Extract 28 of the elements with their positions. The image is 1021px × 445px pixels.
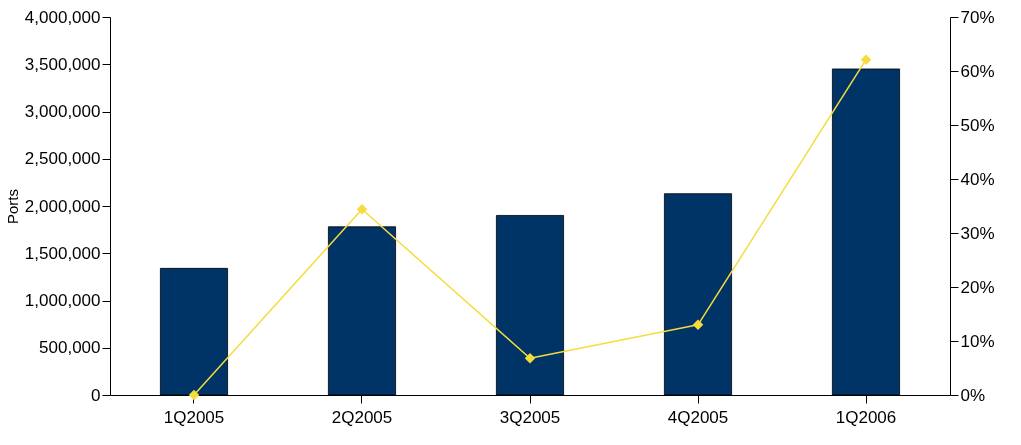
y2-tick-label: 30%	[960, 223, 995, 243]
y-tick-label: 3,000,000	[24, 102, 101, 121]
y-tick-label: 3,500,000	[24, 54, 101, 74]
x-tick-label: 2Q2005	[331, 407, 393, 427]
y-tick-label: 0	[91, 385, 101, 405]
point	[860, 54, 872, 65]
y2-tick-label: 0%	[960, 385, 986, 405]
y2-tick-label: 50%	[960, 115, 995, 135]
y-tick-label: 1,000,000	[24, 291, 101, 310]
y2-tick-label: 40%	[960, 169, 995, 189]
point	[524, 353, 536, 364]
y2-tick-label: 60%	[960, 61, 995, 81]
point	[188, 389, 200, 401]
x-tick-label: 4Q2005	[667, 407, 729, 427]
y-tick-label: 500,000	[39, 338, 101, 358]
y-tick-label: 1,500,000	[24, 243, 101, 263]
y2-tick-label: 70%	[960, 7, 995, 27]
y-tick-label: 2,000,000	[24, 196, 101, 216]
x-tick-label: 3Q2005	[499, 407, 561, 427]
y-axis-title: Ports	[3, 188, 21, 225]
y2-tick-label: 10%	[960, 331, 995, 351]
x-tick-label: 1Q2006	[835, 407, 897, 427]
y-tick-label: 4,000,000	[24, 7, 101, 27]
x-tick-label: 1Q2005	[163, 407, 225, 427]
point	[692, 319, 704, 331]
y-tick-label: 2,500,000	[24, 149, 101, 169]
y2-tick-label: 20%	[960, 277, 995, 297]
point	[356, 204, 368, 215]
